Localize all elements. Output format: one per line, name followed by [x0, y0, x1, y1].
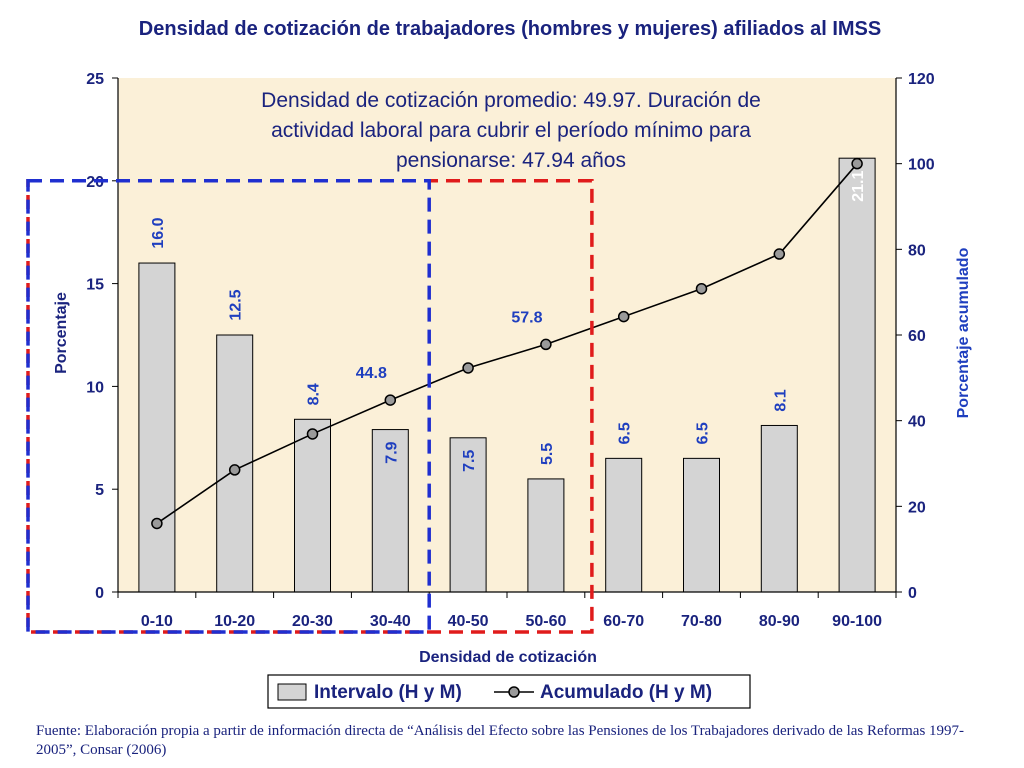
annotation-line: pensionarse: 47.94 años — [396, 149, 626, 172]
x-tick-label: 20-30 — [292, 613, 333, 630]
annotation-line: actividad laboral para cubrir el período… — [271, 119, 751, 142]
y2-tick-label: 120 — [908, 71, 935, 88]
x-tick-label: 90-100 — [832, 613, 882, 630]
bar-value-label: 8.1 — [772, 389, 789, 411]
y-tick-label: 15 — [86, 277, 104, 294]
bar-value-label: 21.1 — [850, 171, 867, 202]
line-value-label: 44.8 — [356, 365, 387, 382]
x-axis-title: Densidad de cotización — [419, 649, 597, 666]
bar — [605, 457, 643, 593]
bar-value-label: 7.9 — [383, 441, 400, 463]
y2-axis-title: Porcentaje acumulado — [955, 247, 972, 418]
line-point — [462, 362, 474, 374]
line-point — [384, 394, 397, 406]
line-value-label: 57.8 — [511, 309, 542, 326]
bar-value-label: 12.5 — [228, 289, 245, 320]
y2-tick-label: 60 — [908, 328, 926, 345]
bar-value-label: 8.4 — [306, 383, 323, 405]
bar-value-label: 5.5 — [539, 443, 556, 465]
source-note: Fuente: Elaboración propia a partir de i… — [36, 723, 965, 758]
y2-tick-label: 80 — [908, 242, 926, 259]
bar — [138, 262, 176, 593]
y2-tick-label: 40 — [908, 414, 926, 431]
line-point — [773, 248, 786, 260]
legend-line-marker — [508, 686, 520, 698]
line-point — [151, 517, 163, 530]
x-tick-label: 40-50 — [448, 613, 489, 630]
bar-value-label: 6.5 — [617, 422, 634, 444]
x-tick-label: 60-70 — [603, 613, 644, 630]
line-point — [617, 310, 630, 323]
chart-legend: Intervalo (H y M) Acumulado (H y M) — [267, 674, 751, 709]
y-tick-label: 5 — [95, 482, 104, 499]
line-point — [540, 338, 552, 351]
bar — [527, 478, 565, 593]
bar — [838, 157, 876, 593]
y-tick-label: 10 — [86, 379, 104, 396]
chart-annotation: Densidad de cotización promedio: 49.97. … — [261, 89, 761, 172]
legend-bar-label: Intervalo (H y M) — [314, 682, 462, 703]
legend-line-label: Acumulado (H y M) — [540, 682, 712, 703]
y-tick-label: 25 — [86, 71, 104, 88]
bar — [760, 424, 798, 593]
bar — [371, 429, 409, 593]
x-tick-label: 70-80 — [681, 613, 722, 630]
chart-title: Densidad de cotización de trabajadores (… — [138, 18, 882, 40]
bar-value-label: 16.0 — [150, 217, 167, 248]
cumulative-line — [156, 163, 858, 525]
x-tick-label: 30-40 — [370, 613, 411, 630]
y-tick-label: 0 — [95, 585, 104, 602]
y2-tick-label: 100 — [908, 157, 935, 174]
line-point — [306, 428, 319, 440]
x-tick-label: 0-10 — [141, 613, 173, 630]
bar — [294, 418, 331, 593]
y2-tick-label: 20 — [908, 499, 926, 516]
highlight-box-blue — [26, 179, 431, 634]
legend-bar-swatch — [277, 683, 307, 701]
x-tick-label: 10-20 — [214, 613, 255, 630]
bar — [683, 457, 720, 593]
legend-box — [267, 674, 751, 709]
x-tick-label: 50-60 — [525, 613, 566, 630]
annotation-line: Densidad de cotización promedio: 49.97. … — [261, 89, 761, 112]
line-point — [695, 282, 708, 295]
bar-value-label: 7.5 — [461, 450, 478, 472]
y2-tick-label: 0 — [908, 585, 917, 602]
line-point — [851, 157, 863, 170]
bar-value-label: 6.5 — [695, 422, 712, 444]
x-tick-label: 80-90 — [759, 613, 800, 630]
line-point — [228, 464, 241, 476]
y-axis-title: Porcentaje — [53, 292, 70, 374]
